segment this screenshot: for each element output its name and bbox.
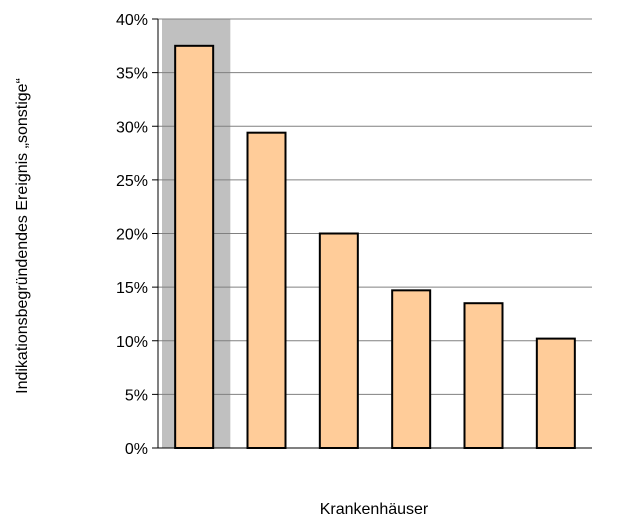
bar [318, 232, 359, 449]
y-tick-label: 20% [116, 227, 148, 244]
bars [174, 44, 576, 450]
x-axis-title: Krankenhäuser [320, 501, 429, 518]
y-tick-labels: 0% 5% 10% 15% 20% 25% 30% 35% 40% [116, 12, 148, 458]
y-tick-label: 25% [116, 173, 148, 190]
y-axis-title: Indikationsbegründendes Ereignis „sonsti… [14, 78, 31, 394]
y-tick-label: 15% [116, 280, 148, 297]
bar [174, 44, 215, 449]
y-tick-label: 0% [125, 441, 148, 458]
y-tick-label: 10% [116, 334, 148, 351]
bar [463, 302, 504, 449]
axes [157, 19, 592, 449]
y-tick-label: 35% [116, 66, 148, 83]
bar [535, 337, 576, 450]
bar [391, 289, 432, 449]
y-tick-label: 5% [125, 387, 148, 404]
y-tick-label: 30% [116, 119, 148, 136]
y-tick-label: 40% [116, 12, 148, 29]
bar [246, 131, 287, 449]
gridlines [152, 18, 592, 449]
